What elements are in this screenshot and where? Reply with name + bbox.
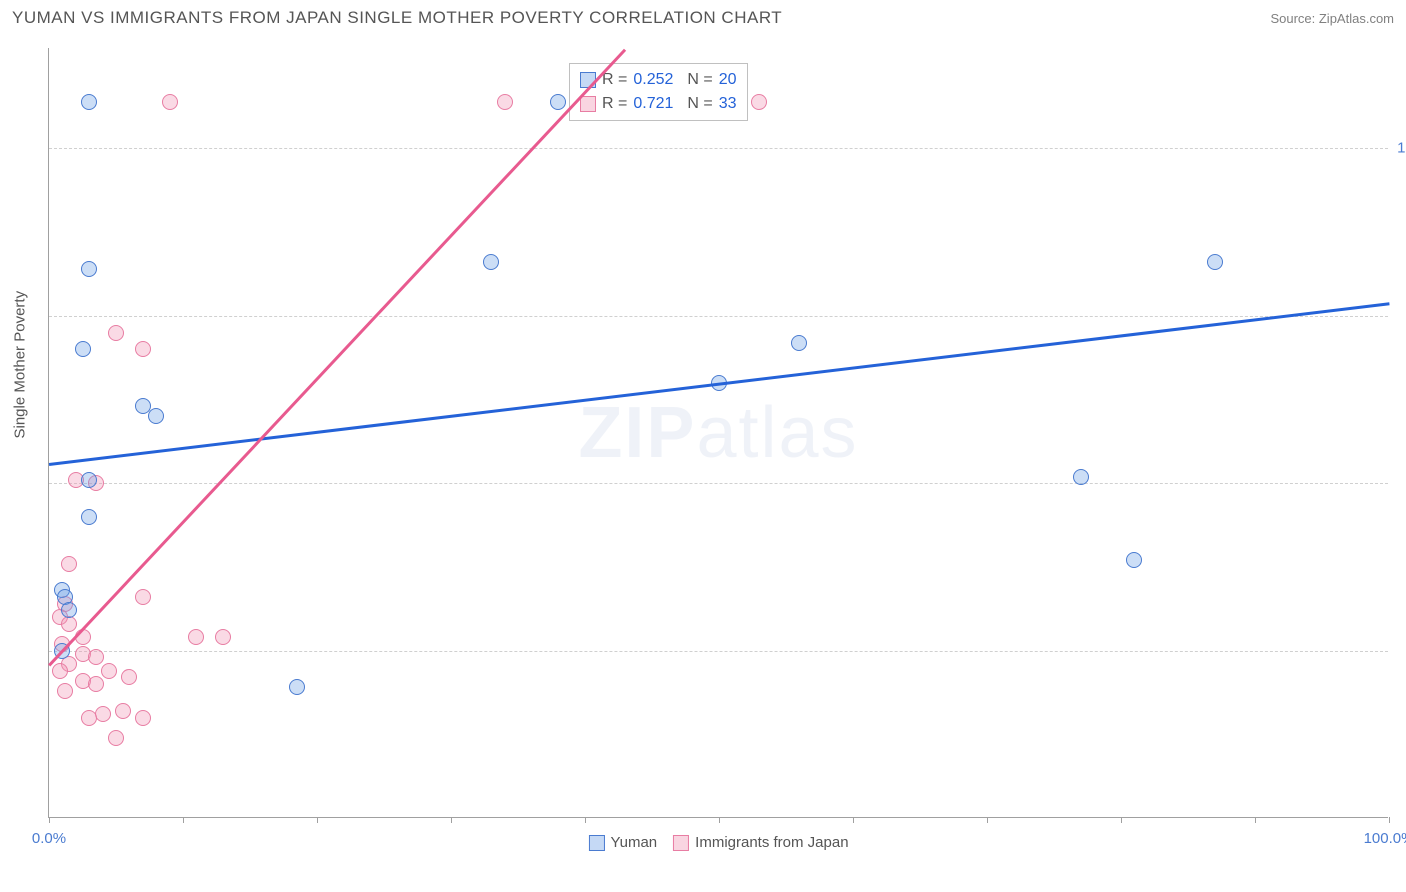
y-axis-label: Single Mother Poverty <box>12 291 29 439</box>
data-point <box>148 408 164 424</box>
data-point <box>1207 254 1223 270</box>
x-tick <box>451 817 452 823</box>
legend-item: Yuman <box>588 834 657 851</box>
data-point <box>57 683 73 699</box>
x-tick-label: 0.0% <box>32 830 66 847</box>
data-point <box>121 669 137 685</box>
x-tick <box>1255 817 1256 823</box>
data-point <box>81 94 97 110</box>
x-tick <box>987 817 988 823</box>
x-tick <box>317 817 318 823</box>
x-tick <box>585 817 586 823</box>
x-tick <box>183 817 184 823</box>
data-point <box>52 663 68 679</box>
data-point <box>88 676 104 692</box>
y-tick-label: 100.0% <box>1393 140 1406 157</box>
gridline <box>49 651 1388 652</box>
y-tick-label: 75.0% <box>1393 307 1406 324</box>
correlation-row: R =0.721 N = 33 <box>580 92 737 116</box>
data-point <box>135 341 151 357</box>
n-label: N = <box>687 68 712 92</box>
chart-title: YUMAN VS IMMIGRANTS FROM JAPAN SINGLE MO… <box>12 8 782 28</box>
legend-item: Immigrants from Japan <box>673 834 848 851</box>
data-point <box>215 629 231 645</box>
bottom-legend: Yuman Immigrants from Japan <box>588 834 848 851</box>
watermark: ZIPatlas <box>578 392 858 474</box>
gridline <box>49 148 1388 149</box>
data-point <box>108 325 124 341</box>
trend-line <box>49 302 1389 465</box>
data-point <box>135 710 151 726</box>
data-point <box>188 629 204 645</box>
x-tick <box>719 817 720 823</box>
y-tick-label: 25.0% <box>1393 642 1406 659</box>
trend-line <box>48 48 626 666</box>
data-point <box>483 254 499 270</box>
gridline <box>49 483 1388 484</box>
data-point <box>88 649 104 665</box>
n-label: N = <box>687 92 712 116</box>
x-tick-label: 100.0% <box>1364 830 1406 847</box>
legend-label: Yuman <box>610 834 657 851</box>
data-point <box>791 335 807 351</box>
y-tick-label: 50.0% <box>1393 475 1406 492</box>
r-value: 0.721 <box>633 92 673 116</box>
legend-swatch <box>588 835 604 851</box>
data-point <box>135 589 151 605</box>
data-point <box>75 341 91 357</box>
data-point <box>1073 469 1089 485</box>
n-value: 33 <box>719 92 737 116</box>
data-point <box>550 94 566 110</box>
data-point <box>81 472 97 488</box>
x-tick <box>49 817 50 823</box>
gridline <box>49 316 1388 317</box>
legend-label: Immigrants from Japan <box>695 834 848 851</box>
data-point <box>81 509 97 525</box>
x-tick <box>853 817 854 823</box>
data-point <box>289 679 305 695</box>
data-point <box>108 730 124 746</box>
header: YUMAN VS IMMIGRANTS FROM JAPAN SINGLE MO… <box>0 0 1406 32</box>
data-point <box>61 602 77 618</box>
legend-swatch <box>673 835 689 851</box>
x-tick <box>1389 817 1390 823</box>
correlation-legend: R =0.252 N = 20R =0.721 N = 33 <box>569 63 748 121</box>
data-point <box>1126 552 1142 568</box>
data-point <box>81 710 97 726</box>
data-point <box>101 663 117 679</box>
data-point <box>162 94 178 110</box>
data-point <box>95 706 111 722</box>
n-value: 20 <box>719 68 737 92</box>
r-label: R = <box>602 92 627 116</box>
source-label: Source: ZipAtlas.com <box>1270 11 1394 26</box>
data-point <box>61 556 77 572</box>
x-tick <box>1121 817 1122 823</box>
data-point <box>115 703 131 719</box>
legend-swatch <box>580 96 596 112</box>
data-point <box>497 94 513 110</box>
data-point <box>81 261 97 277</box>
chart-area: ZIPatlas R =0.252N =20R =0.721N =33 Yuma… <box>48 48 1388 818</box>
data-point <box>751 94 767 110</box>
r-value: 0.252 <box>633 68 673 92</box>
